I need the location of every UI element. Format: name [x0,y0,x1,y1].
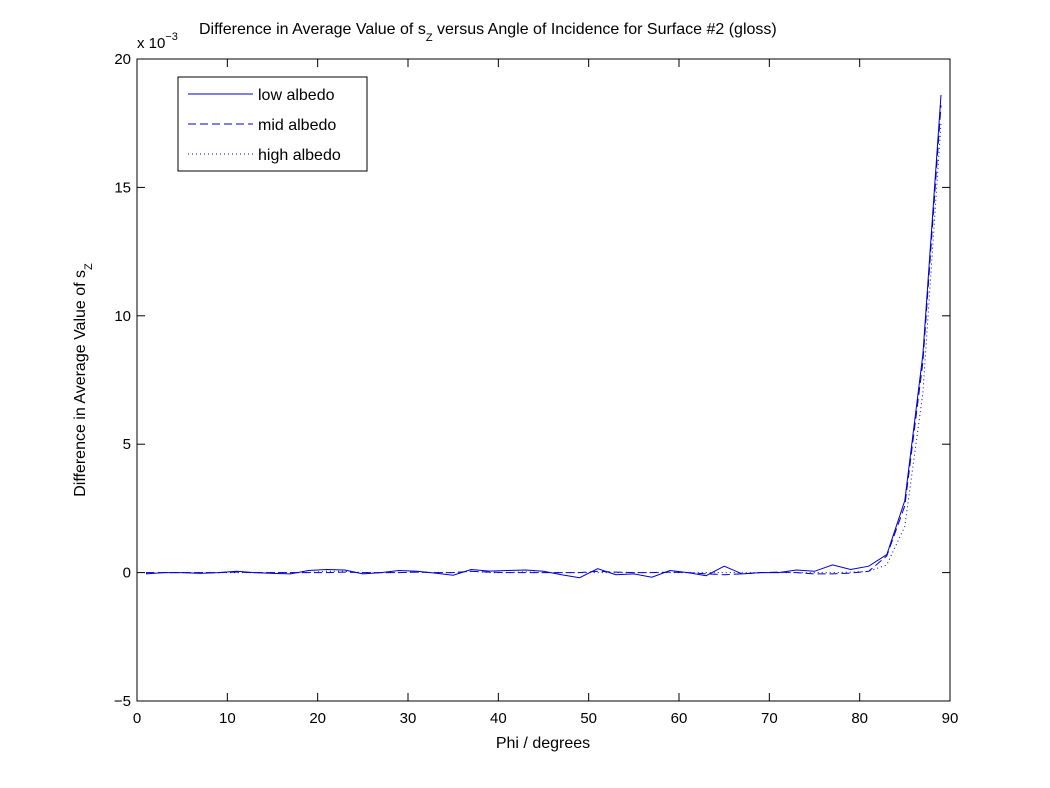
y-exponent-label: x 10−3 [137,31,178,52]
chart-title-suffix: versus Angle of Incidence for Surface #2… [433,21,777,38]
chart-title-subscript: Z [426,32,433,44]
legend-label: high albedo [258,147,341,164]
x-tick-label: 30 [400,710,417,727]
y-tick-label: 20 [114,51,131,68]
y-axis-label-prefix: Difference in Average Value of s [72,270,89,497]
legend-label: low albedo [258,87,335,104]
series-lines [145,94,942,579]
legend: low albedo mid albedo high albedo [177,76,368,172]
y-tick-label: 15 [114,179,131,196]
x-tick-label: 20 [309,710,326,727]
y-exponent-power: −3 [165,31,178,43]
series-line-high-albedo [145,123,942,574]
y-tick-label: 10 [114,308,131,325]
y-tick-label: 0 [123,565,131,582]
y-tick-label: 5 [123,436,131,453]
x-tick-label: 70 [761,710,778,727]
x-tick-label: 10 [219,710,236,727]
legend-box [177,76,368,172]
legend-entries: low albedo mid albedo high albedo [188,87,341,164]
x-tick-label: 0 [133,710,141,727]
y-exponent-base: x 10 [137,35,165,52]
x-tick-label: 80 [851,710,868,727]
series-line-low-albedo [145,94,942,579]
x-tick-label: 90 [942,710,959,727]
chart-title-prefix: Difference in Average Value of s [199,21,426,38]
x-axis-label: Phi / degrees [496,735,590,752]
x-tick-label: 40 [490,710,507,727]
chart-title: Difference in Average Value of sZ versus… [199,21,777,44]
y-axis-label: Difference in Average Value of sZ [72,263,95,497]
x-tick-label: 60 [671,710,688,727]
y-axis-label-subscript: Z [83,263,95,270]
y-tick-label: −5 [114,693,131,710]
plot-frame [136,58,951,702]
x-axis-ticks: 0 10 20 30 40 50 60 70 80 90 [133,59,959,727]
x-tick-label: 50 [580,710,597,727]
legend-label: mid albedo [258,117,336,134]
